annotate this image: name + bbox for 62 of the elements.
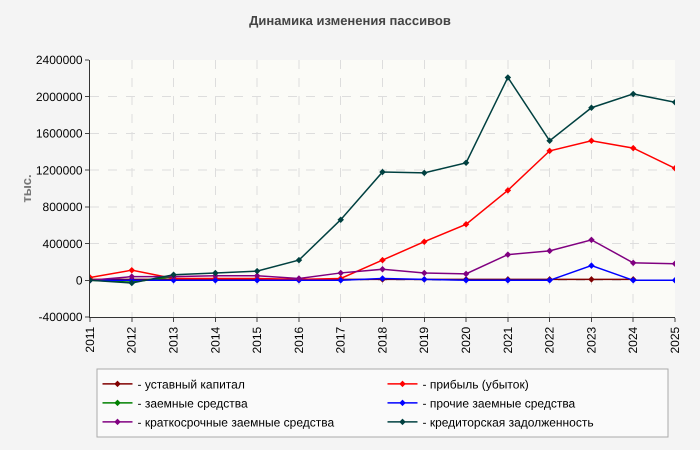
y-tick-label: -400000 [38, 310, 83, 324]
point [546, 248, 553, 254]
x-tick-label: 2018 [375, 326, 390, 354]
point [337, 216, 344, 223]
x-tick-label: 2011 [82, 326, 97, 353]
y-tick-label: 800000 [42, 200, 83, 214]
point [588, 262, 595, 269]
y-tick-label: 0 [76, 273, 83, 288]
point [546, 148, 553, 154]
x-tick-label: 2022 [542, 326, 557, 354]
point [630, 90, 636, 98]
point [421, 170, 428, 176]
x-tick-label: 2023 [584, 326, 598, 354]
point [588, 236, 595, 244]
point [504, 187, 512, 194]
y-tick-label: 1600000 [36, 126, 83, 141]
y-tick-label: 400000 [42, 236, 83, 251]
x-tick-label: 2017 [334, 326, 348, 354]
point [588, 104, 595, 111]
point [504, 74, 512, 81]
x-tick-label: 2019 [417, 326, 432, 354]
x-tick-label: 2014 [208, 326, 222, 354]
x-tick-label: 2013 [166, 326, 180, 354]
point [588, 138, 595, 144]
y-axis-title: тыс. [18, 174, 34, 203]
point [379, 168, 386, 176]
point [546, 138, 553, 144]
point [212, 270, 219, 276]
y-tick-label: 2400000 [36, 53, 83, 68]
point [630, 260, 636, 266]
point [128, 266, 136, 274]
point [254, 268, 260, 274]
y-tick-label: 2000000 [36, 90, 83, 104]
point [254, 272, 260, 279]
chart-title: Динамика изменения пассивов [249, 12, 451, 28]
point [462, 221, 470, 228]
point [421, 270, 428, 276]
x-tick-label: 2015 [250, 326, 264, 354]
legend-label: - уставный капитал [138, 378, 245, 392]
point [504, 251, 512, 258]
legend-label: - прочие заемные средства [422, 396, 576, 411]
point [421, 238, 428, 245]
point [337, 270, 344, 276]
x-tick-label: 2012 [124, 326, 139, 354]
x-tick-label: 2025 [668, 326, 682, 354]
x-tick-label: 2021 [500, 326, 515, 354]
x-tick-label: 2016 [292, 326, 306, 354]
x-tick-label: 2024 [626, 326, 640, 354]
point [630, 144, 636, 152]
x-tick-label: 2020 [458, 326, 473, 354]
legend-label: - заемные средства [138, 396, 248, 411]
point [462, 160, 470, 166]
point [462, 270, 470, 278]
legend-label: - кредиторская задолженность [422, 416, 594, 430]
point [379, 266, 386, 273]
point [128, 273, 136, 280]
y-tick-label: 1200000 [36, 163, 83, 178]
point [588, 276, 595, 283]
legend-label: - краткосрочные заемные средства [138, 416, 334, 430]
legend-label: - прибыль (убыток) [422, 378, 529, 392]
point [379, 256, 386, 264]
point [296, 256, 302, 264]
